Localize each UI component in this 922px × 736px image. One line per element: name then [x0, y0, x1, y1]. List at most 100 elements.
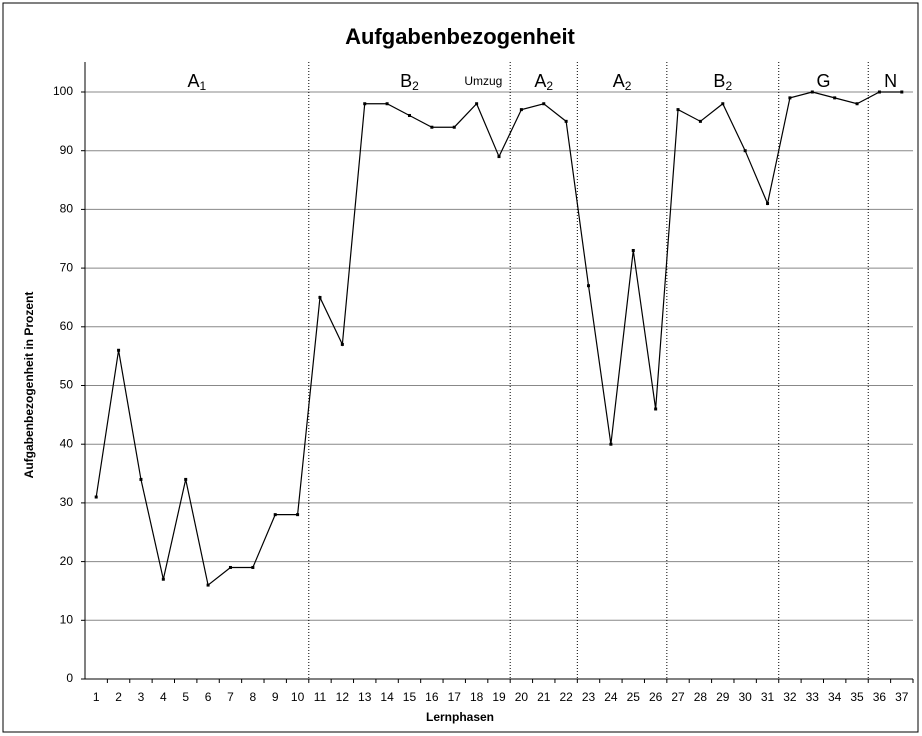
phase-label: A2 — [613, 71, 632, 93]
data-point — [810, 90, 814, 94]
x-tick-label: 37 — [895, 690, 909, 704]
data-point — [900, 90, 904, 94]
x-tick-label: 27 — [671, 690, 685, 704]
phase-label: A1 — [188, 71, 207, 93]
data-point — [161, 577, 165, 581]
x-tick-label: 2 — [115, 690, 122, 704]
phase-letter: B — [400, 71, 412, 91]
x-tick-label: 19 — [492, 690, 506, 704]
y-tick-label: 30 — [60, 495, 74, 509]
data-point — [318, 295, 322, 299]
y-tick-label: 80 — [60, 202, 74, 216]
y-tick-label: 20 — [60, 554, 74, 568]
x-tick-label: 32 — [783, 690, 797, 704]
phase-label: A2 — [534, 71, 553, 93]
data-point — [497, 155, 501, 159]
x-tick-label: 21 — [537, 690, 551, 704]
data-point — [139, 477, 143, 481]
y-tick-label: 90 — [60, 143, 74, 157]
data-point — [743, 149, 747, 153]
x-axis-label: Lernphasen — [426, 710, 494, 724]
phase-label: B2 — [400, 71, 419, 93]
x-tick-label: 17 — [448, 690, 462, 704]
data-point — [340, 342, 344, 346]
phase-label: N — [884, 71, 897, 91]
phase-subscript: 1 — [200, 79, 207, 93]
x-tick-label: 10 — [291, 690, 305, 704]
x-tick-label: 9 — [272, 690, 279, 704]
data-point — [475, 102, 479, 106]
x-tick-label: 6 — [205, 690, 212, 704]
data-point — [94, 495, 98, 499]
y-tick-label: 40 — [60, 436, 74, 450]
x-tick-label: 16 — [425, 690, 439, 704]
data-point — [766, 202, 770, 206]
y-tick-label: 50 — [60, 378, 74, 392]
data-point — [407, 113, 411, 117]
x-tick-label: 7 — [227, 690, 234, 704]
data-point — [206, 583, 210, 587]
data-point — [877, 90, 881, 94]
y-tick-label: 60 — [60, 319, 74, 333]
data-point — [721, 102, 725, 106]
x-tick-label: 29 — [716, 690, 730, 704]
phase-letter: A — [534, 71, 546, 91]
data-point — [564, 119, 568, 123]
y-tick-label: 70 — [60, 260, 74, 274]
phase-letter: G — [816, 71, 830, 91]
annotation: Umzug — [464, 74, 502, 88]
phase-subscript: 2 — [725, 79, 732, 93]
phase-subscript: 2 — [546, 79, 553, 93]
data-point — [363, 102, 367, 106]
y-tick-label: 10 — [60, 612, 74, 626]
data-point — [251, 565, 255, 569]
x-tick-label: 31 — [761, 690, 775, 704]
data-point — [452, 125, 456, 129]
data-point — [117, 348, 121, 352]
x-tick-label: 34 — [828, 690, 842, 704]
y-tick-label: 0 — [66, 671, 73, 685]
y-axis-label: Aufgabenbezogenheit in Prozent — [22, 292, 36, 479]
data-point — [385, 102, 389, 106]
x-tick-label: 14 — [380, 690, 394, 704]
phase-subscript: 2 — [625, 79, 632, 93]
data-point — [654, 407, 658, 411]
x-tick-label: 30 — [738, 690, 752, 704]
phase-label: G — [816, 71, 830, 91]
data-point — [542, 102, 546, 106]
data-line — [95, 91, 902, 587]
x-tick-label: 33 — [806, 690, 820, 704]
data-point — [519, 108, 523, 112]
chart-title: Aufgabenbezogenheit — [345, 24, 575, 49]
x-tick-label: 15 — [403, 690, 417, 704]
x-tick-label: 28 — [694, 690, 708, 704]
data-point — [228, 565, 232, 569]
x-tick-label: 23 — [582, 690, 596, 704]
x-tick-label: 24 — [604, 690, 618, 704]
data-point — [609, 442, 613, 446]
phase-letter: B — [713, 71, 725, 91]
phase-letter: A — [188, 71, 200, 91]
x-tick-label: 3 — [138, 690, 145, 704]
data-point — [296, 513, 300, 517]
x-tick-label: 26 — [649, 690, 663, 704]
phase-letter: A — [613, 71, 625, 91]
data-point — [698, 119, 702, 123]
x-tick-label: 18 — [470, 690, 484, 704]
x-tick-label: 8 — [249, 690, 256, 704]
y-tick-label: 100 — [53, 84, 73, 98]
x-tick-label: 36 — [873, 690, 887, 704]
data-point — [587, 284, 591, 288]
x-tick-label: 25 — [627, 690, 641, 704]
phase-label: B2 — [713, 71, 732, 93]
x-tick-label: 11 — [314, 690, 327, 704]
x-tick-label: 13 — [358, 690, 372, 704]
data-point — [430, 125, 434, 129]
x-tick-label: 35 — [850, 690, 864, 704]
data-point — [631, 248, 635, 252]
data-point — [788, 96, 792, 100]
x-tick-label: 12 — [336, 690, 350, 704]
data-point — [184, 477, 188, 481]
